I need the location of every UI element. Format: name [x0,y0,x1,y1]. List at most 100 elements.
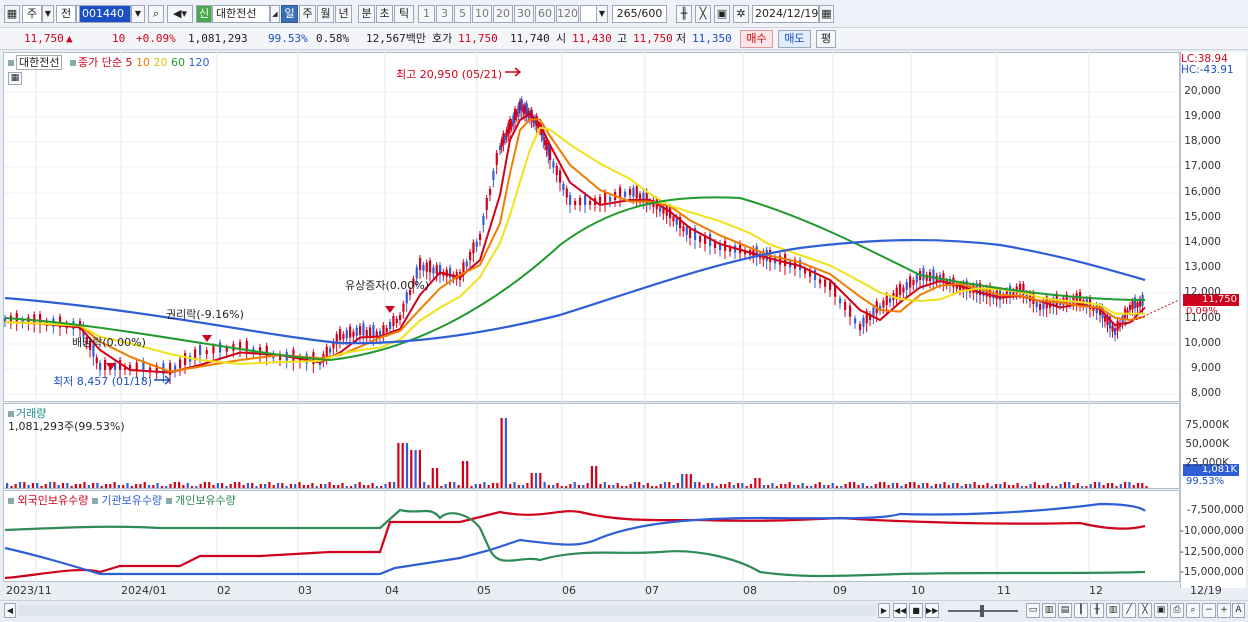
menu-icon[interactable]: ▦ [4,5,20,23]
sell-button[interactable]: 매도 [778,30,811,48]
print-icon[interactable]: ⎙ [1170,603,1184,618]
interval-60[interactable]: 60 [535,5,555,23]
image-icon[interactable]: ▣ [1154,603,1168,618]
period-second[interactable]: 초 [376,5,393,23]
volume-bar [358,482,361,488]
open-label: 시 [556,32,567,45]
interval-30[interactable]: 30 [514,5,534,23]
current-price-line [1113,299,1180,331]
type-select[interactable]: 주 [22,5,42,23]
volume-bar [973,482,976,488]
zoom-slider-handle[interactable] [980,605,984,617]
volume-bar [178,482,181,488]
chart-type-icon[interactable]: ┃ [1074,603,1088,618]
candle-body [854,318,857,324]
candle-body [439,265,442,275]
volume-bar [173,482,176,488]
chevron-down-icon[interactable]: ▼ [42,5,54,23]
volume-bar [457,485,460,488]
ma-legend-5: 5 [125,56,133,69]
draw-line-icon[interactable]: ╳ [1138,603,1152,618]
calendar-icon[interactable]: ▦ [819,5,834,23]
draw-icon[interactable]: ╳ [695,5,711,23]
candle-body [955,284,958,289]
candle-body [362,323,365,336]
volume-bar [203,482,206,488]
period-month[interactable]: 월 [317,5,334,23]
calculator-icon[interactable]: ▦ [8,72,22,85]
forward-icon[interactable]: ▶▶ [925,603,939,618]
volume-bar [1098,482,1101,488]
save-icon[interactable]: ▣ [714,5,730,23]
candle-body [1136,302,1139,308]
candle-body [95,357,98,364]
interval-5[interactable]: 5 [454,5,471,23]
zoom-out-icon[interactable]: − [1202,603,1216,618]
font-icon[interactable]: A [1232,603,1245,618]
interval-1[interactable]: 1 [418,5,435,23]
bar-type-icon[interactable]: ▥ [1106,603,1120,618]
rewind-icon[interactable]: ◀◀ [893,603,907,618]
period-minute[interactable]: 분 [358,5,375,23]
volume-bar [1093,482,1097,488]
interval-120[interactable]: 120 [556,5,579,23]
candle-body [704,235,707,244]
interval-3[interactable]: 3 [436,5,453,23]
candle-body [839,298,842,304]
scroll-track[interactable] [18,605,876,616]
candle-body [194,349,197,359]
period-year[interactable]: 년 [335,5,352,23]
candle-body [1072,296,1075,304]
volume-bar [109,484,112,488]
volume-bar [1132,485,1135,488]
play-icon[interactable]: ▶ [878,603,890,618]
candle-body [1114,328,1117,335]
period-day[interactable]: 일 [281,5,298,23]
candle-type-icon[interactable]: ╫ [1090,603,1104,618]
chevron-down-icon[interactable]: ▼ [131,5,145,23]
candle-body [92,344,95,357]
annotation-high: 최고 20,950 (05/21) [396,68,503,81]
type2-select[interactable]: 전 [56,5,76,23]
speaker-icon[interactable]: ◀▾ [167,5,193,23]
volume-bar [242,485,245,488]
x-label-current: 12/19 [1190,584,1222,597]
annotation-ex-rights: 권리락(-9.16%) [166,308,244,321]
layout-icon[interactable]: ▭ [1026,603,1040,618]
holding-panel[interactable] [3,490,1180,582]
candle-body [462,262,465,274]
search-icon[interactable]: ⌕ [1186,603,1200,618]
search-icon[interactable]: ⌕ [148,5,164,23]
split-icon[interactable]: ▥ [1042,603,1056,618]
line-type-icon[interactable]: ╱ [1122,603,1136,618]
volume-bar [939,484,942,488]
period-week[interactable]: 주 [299,5,316,23]
eval-button[interactable]: 평 [816,30,836,48]
count-box[interactable]: 265/600 [612,5,667,23]
gear-icon[interactable]: ✲ [733,5,749,23]
buy-button[interactable]: 매수 [740,30,773,48]
date-input[interactable]: 2024/12/19 [752,5,819,23]
stop-icon[interactable]: ■ [909,603,923,618]
interval-10[interactable]: 10 [472,5,492,23]
volume-bar [345,486,348,488]
stock-code-input[interactable]: 001440 [79,5,131,23]
volume-bar [251,483,254,488]
interval-20[interactable]: 20 [493,5,513,23]
count-value: 265 [616,7,638,20]
candle-icon[interactable]: ╫ [676,5,692,23]
chevron-down-icon[interactable]: ◢ [270,5,280,23]
new-badge: 신 [196,5,212,23]
candle-body [925,274,928,281]
volume-bar [517,485,520,488]
candle-body [752,248,755,257]
candle-body [184,353,187,365]
zoom-in-icon[interactable]: + [1217,603,1231,618]
scroll-left-icon[interactable]: ◀ [4,603,16,618]
volume-bar [1081,486,1084,488]
period-tick[interactable]: 틱 [394,5,414,23]
volume-bar [255,486,258,488]
chevron-down-icon[interactable]: ▼ [596,5,608,23]
volume-bar [909,482,912,488]
grid-icon[interactable]: ▤ [1058,603,1072,618]
